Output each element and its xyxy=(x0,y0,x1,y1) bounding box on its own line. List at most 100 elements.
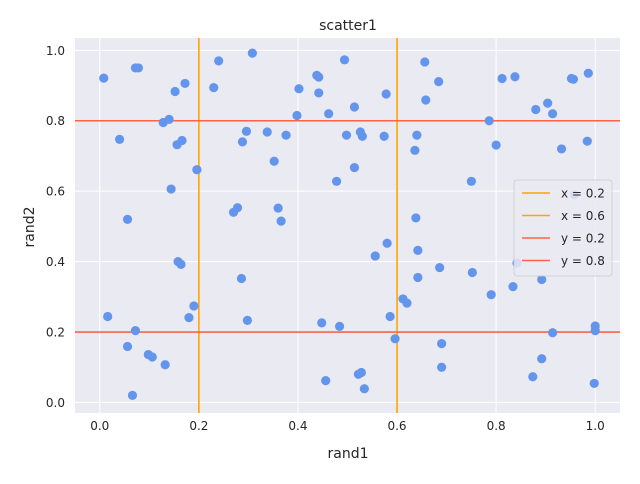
scatter-point xyxy=(236,273,247,284)
scatter-point xyxy=(130,326,141,336)
scatter-point xyxy=(356,367,366,378)
scatter-point xyxy=(537,354,547,364)
x-tick-label: 1.0 xyxy=(586,419,605,433)
x-axis-label: rand1 xyxy=(327,446,368,462)
scatter-point xyxy=(276,216,286,226)
scatter-point xyxy=(370,251,380,261)
scatter-point xyxy=(214,56,224,66)
scatter-point xyxy=(170,86,180,97)
scatter-point xyxy=(262,127,272,137)
scatter-point xyxy=(334,321,345,331)
scatter-point xyxy=(510,72,520,82)
scatter-point xyxy=(122,214,133,224)
scatter-point xyxy=(241,126,252,136)
scatter-point xyxy=(122,341,133,352)
scatter-point xyxy=(332,176,342,186)
scatter-point xyxy=(497,73,507,84)
scatter-point xyxy=(247,48,257,58)
scatter-point xyxy=(413,245,423,255)
legend: x = 0.2 x = 0.6 y = 0.2 y = 0.8 xyxy=(513,179,613,277)
scatter-point xyxy=(349,162,360,173)
legend-label: y = 0.2 xyxy=(561,232,605,246)
x-tick-label: 0.2 xyxy=(189,419,208,433)
scatter-point xyxy=(382,238,392,248)
scatter-point xyxy=(147,352,157,362)
scatter-point xyxy=(341,130,352,140)
scatter-point xyxy=(269,156,279,166)
scatter-point xyxy=(467,267,477,278)
scatter-point xyxy=(411,213,421,223)
scatter-point xyxy=(339,55,350,65)
y-axis-label: rand2 xyxy=(22,206,38,247)
scatter-point xyxy=(435,262,445,273)
legend-box xyxy=(513,179,613,277)
scatter-point xyxy=(486,290,496,300)
legend-label: x = 0.6 xyxy=(561,209,605,223)
scatter-point xyxy=(379,131,389,141)
scatter-point xyxy=(242,315,253,325)
scatter-point xyxy=(390,334,400,344)
scatter-point xyxy=(176,259,186,270)
scatter-point xyxy=(590,326,600,336)
x-tick-label: 0.4 xyxy=(288,419,307,433)
scatter-point xyxy=(294,84,304,94)
scatter-point xyxy=(166,184,176,194)
y-tick-label: 0.6 xyxy=(46,185,65,199)
scatter-point xyxy=(508,281,518,292)
y-tick-label: 1.0 xyxy=(46,44,65,58)
scatter-point xyxy=(528,372,538,382)
scatter-point xyxy=(317,318,327,328)
scatter-point xyxy=(209,83,219,93)
scatter-point xyxy=(385,311,395,322)
legend-label: y = 0.8 xyxy=(561,254,605,268)
scatter-point xyxy=(568,74,579,84)
scatter-point xyxy=(412,130,422,140)
scatter-point xyxy=(133,63,144,73)
scatter-point xyxy=(421,95,431,105)
scatter-point xyxy=(437,339,447,349)
scatter-point xyxy=(531,104,541,115)
scatter-point xyxy=(127,390,138,400)
scatter-point xyxy=(466,176,476,186)
chart-title: scatter1 xyxy=(319,18,377,34)
scatter-point xyxy=(324,109,334,119)
scatter-point xyxy=(543,98,553,108)
y-tick-label: 0.0 xyxy=(46,396,65,410)
scatter-point xyxy=(321,376,331,386)
scatter-point xyxy=(232,203,243,213)
scatter-point xyxy=(548,328,558,338)
scatter-point xyxy=(583,68,593,78)
scatter-point xyxy=(381,89,391,99)
y-tick-label: 0.4 xyxy=(46,255,65,269)
scatter-point xyxy=(281,130,291,140)
scatter-point xyxy=(99,73,109,83)
scatter-point xyxy=(420,57,430,67)
scatter-point xyxy=(556,144,567,154)
scatter-point xyxy=(359,384,369,394)
scatter-point xyxy=(413,272,423,283)
scatter-point xyxy=(434,77,444,87)
scatter-point xyxy=(184,312,194,323)
scatter-point xyxy=(491,140,501,150)
scatter-point xyxy=(402,298,412,308)
scatter-point xyxy=(273,203,283,213)
scatter-point xyxy=(103,311,113,322)
y-tick-label: 0.8 xyxy=(46,114,65,128)
scatter-point xyxy=(177,135,187,146)
scatter-point xyxy=(180,78,190,89)
x-tick-label: 0.8 xyxy=(487,419,506,433)
legend-label: x = 0.2 xyxy=(561,187,605,201)
data-points xyxy=(99,48,600,400)
scatter-point xyxy=(314,88,324,98)
scatter-point xyxy=(160,360,170,370)
scatter-point xyxy=(314,72,324,82)
scatter-point xyxy=(164,114,174,124)
scatter-point xyxy=(357,131,367,141)
scatter-point xyxy=(189,301,199,311)
scatter-point xyxy=(410,145,420,155)
scatter-point xyxy=(292,110,302,121)
scatter-point xyxy=(537,274,547,285)
scatter-point xyxy=(589,378,599,389)
scatter-point xyxy=(548,109,558,119)
